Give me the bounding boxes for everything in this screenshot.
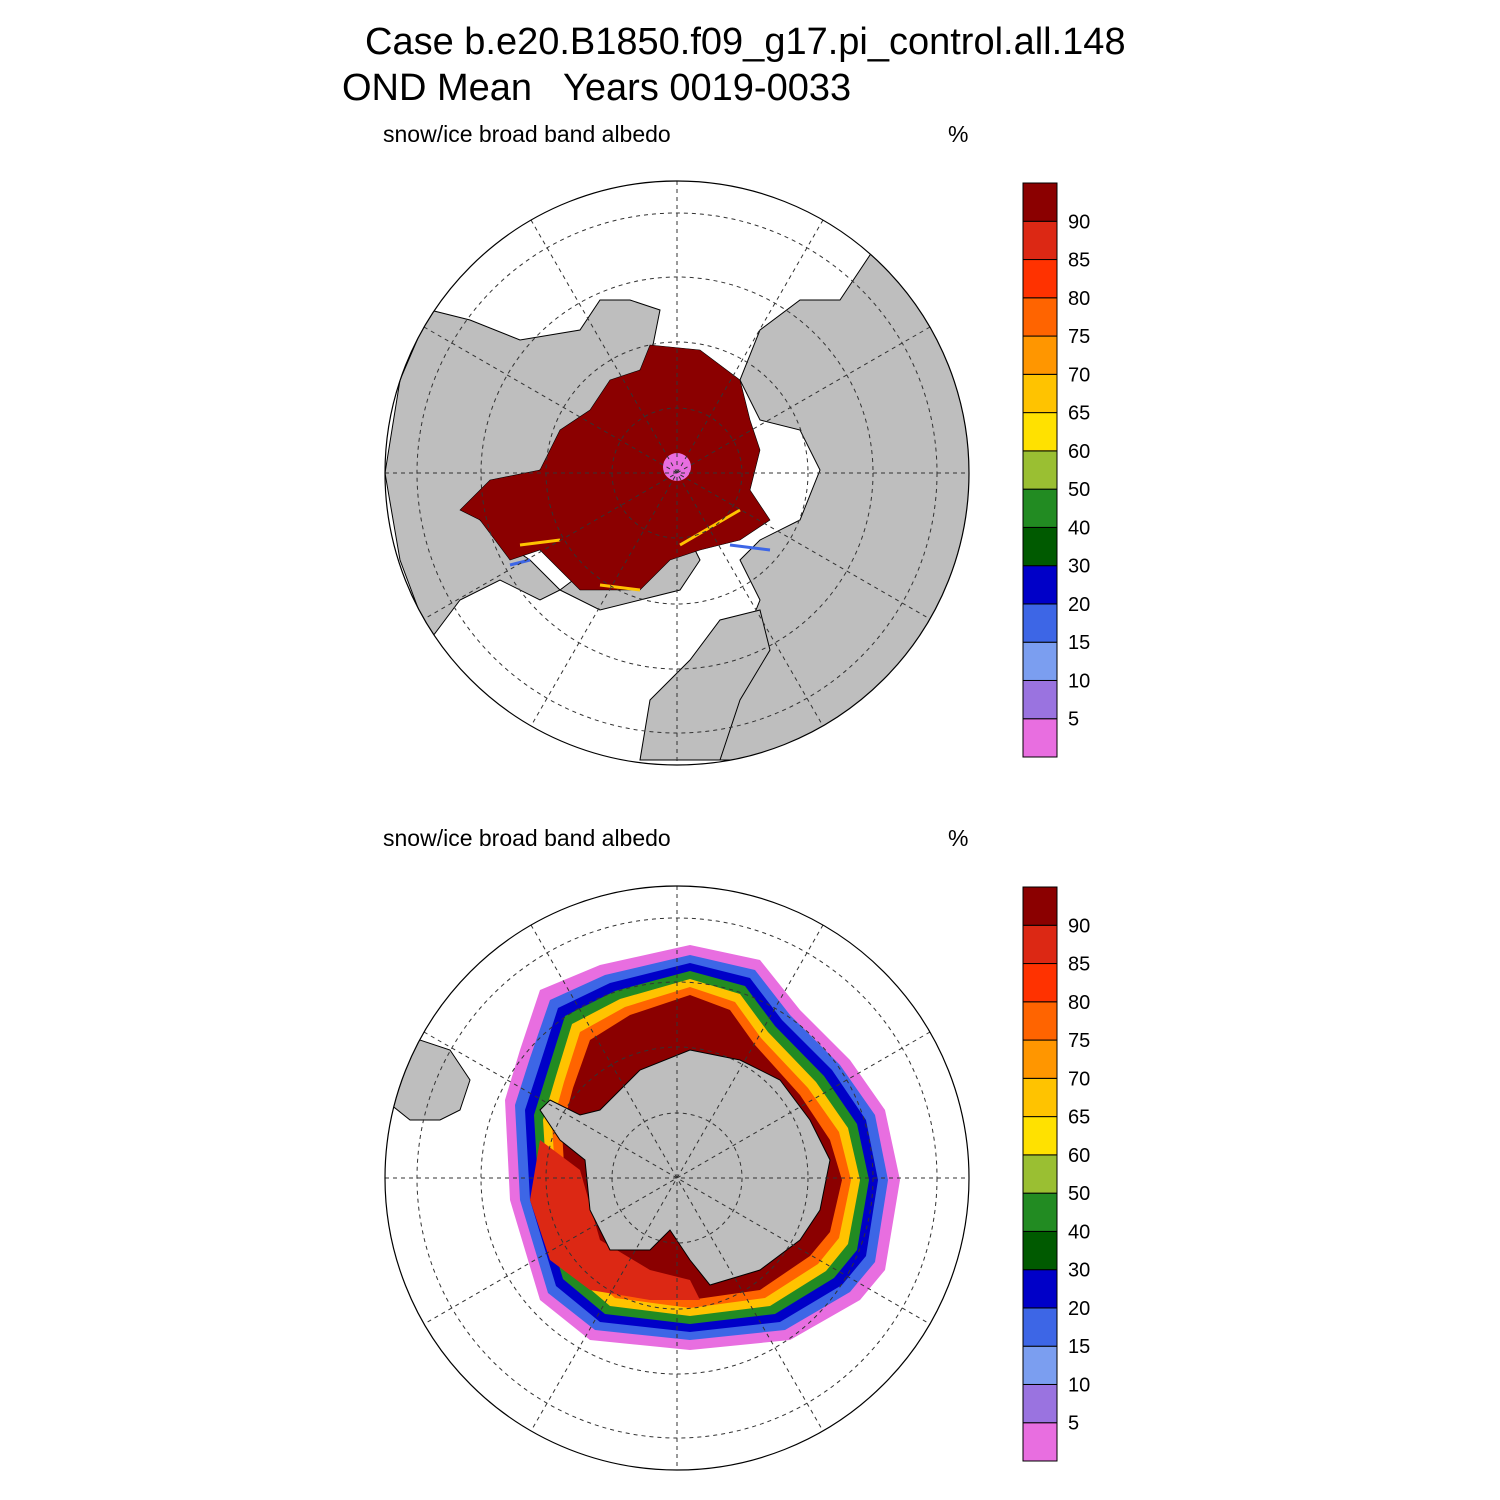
north-colorbar-swatch [1022,335,1058,375]
south-colorbar-swatch [1022,963,1058,1003]
north-ice-edge-band [519,508,741,592]
north-map-border [384,180,970,766]
south-polar-map [385,886,969,1470]
north-colorbar-label: 10 [1068,670,1090,692]
south-colorbar-label: 40 [1068,1221,1090,1243]
north-colorbar-swatch [1022,220,1058,261]
south-colorbar-swatch [1022,1077,1058,1118]
south-colorbar-label: 80 [1068,992,1090,1014]
south-colorbar-swatch [1022,1001,1058,1041]
north-colorbar-label: 30 [1068,556,1090,578]
panel-north-variable-label: snow/ice broad band albedo [383,121,671,147]
north-colorbar-label: 15 [1068,632,1090,654]
south-colorbar-swatch [1022,1116,1058,1156]
south-colorbar-label: 75 [1068,1030,1090,1052]
north-colorbar-label: 65 [1068,403,1090,425]
north-colorbar-label: 90 [1068,211,1090,233]
panel-south-variable-label: snow/ice broad band albedo [383,825,671,851]
south-colorbar-swatch [1022,1307,1058,1347]
north-colorbar-swatch [1022,488,1058,528]
north-colorbar-label: 5 [1068,709,1079,731]
south-colorbar-swatch [1022,1039,1058,1079]
north-colorbar-label: 85 [1068,250,1090,272]
south-colorbar-swatch [1022,1269,1058,1309]
north-sea-ice [459,344,771,591]
north-colorbar: 5 10 15 20 30 40 50 60 65 70 75 80 85 90 [1022,182,1090,758]
north-colorbar-swatch [1022,641,1058,681]
north-pole-hole [663,453,691,481]
south-colorbar-swatch [1022,1383,1058,1424]
north-colorbar-swatch [1022,259,1058,299]
north-colorbar-label: 80 [1068,288,1090,310]
north-colorbar-swatch [1022,297,1058,337]
south-colorbar-swatch [1022,1154,1058,1194]
south-ice-weddell [530,1140,700,1300]
south-colorbar-label: 5 [1068,1413,1079,1435]
north-colorbar-label: 40 [1068,517,1090,539]
figure-title-line1: Case b.e20.B1850.f09_g17.pi_control.all.… [365,21,1126,63]
north-colorbar-swatch [1022,373,1058,414]
north-colorbar-label: 70 [1068,364,1090,386]
south-colorbar-label: 70 [1068,1068,1090,1090]
north-colorbar-label: 20 [1068,594,1090,616]
south-colorbar-label: 50 [1068,1183,1090,1205]
south-land-antarctica [539,1049,831,1286]
south-colorbar-label: 60 [1068,1145,1090,1167]
north-colorbar-swatch [1022,450,1058,490]
south-colorbar-label: 30 [1068,1260,1090,1282]
south-colorbar: 5 10 15 20 30 40 50 60 65 70 75 80 85 90 [1022,886,1090,1462]
south-map-border [384,885,970,1471]
south-colorbar-label: 15 [1068,1336,1090,1358]
panel-north: snow/ice broad band albedo % [383,121,1090,766]
south-colorbar-label: 10 [1068,1374,1090,1396]
south-colorbar-label: 20 [1068,1298,1090,1320]
south-colorbar-label: 65 [1068,1107,1090,1129]
south-colorbar-label: 90 [1068,915,1090,937]
north-colorbar-swatch [1022,182,1058,222]
south-colorbar-swatch [1022,924,1058,965]
north-colorbar-swatch [1022,679,1058,720]
north-polar-map [385,181,969,765]
south-colorbar-swatch [1022,1192,1058,1232]
panel-north-units-label: % [948,121,968,147]
north-ice-edge-band-blue [509,543,771,567]
north-colorbar-label: 50 [1068,479,1090,501]
north-colorbar-label: 60 [1068,441,1090,463]
south-colorbar-swatch [1022,1345,1058,1385]
south-colorbar-label: 85 [1068,954,1090,976]
north-colorbar-swatch [1022,412,1058,452]
north-colorbar-swatch [1022,603,1058,643]
figure-title-line2: OND Mean Years 0019-0033 [342,67,851,109]
north-colorbar-swatch [1022,718,1058,758]
north-colorbar-swatch [1022,526,1058,567]
south-graticule [385,886,969,1470]
panel-south: snow/ice broad band albedo % [383,825,1090,1471]
north-land-europe [639,609,771,761]
north-colorbar-swatch [1022,565,1058,605]
south-colorbar-swatch [1022,886,1058,926]
panel-south-units-label: % [948,825,968,851]
north-graticule [385,181,969,765]
south-colorbar-swatch [1022,1422,1058,1462]
south-colorbar-swatch [1022,1230,1058,1271]
north-colorbar-label: 75 [1068,326,1090,348]
